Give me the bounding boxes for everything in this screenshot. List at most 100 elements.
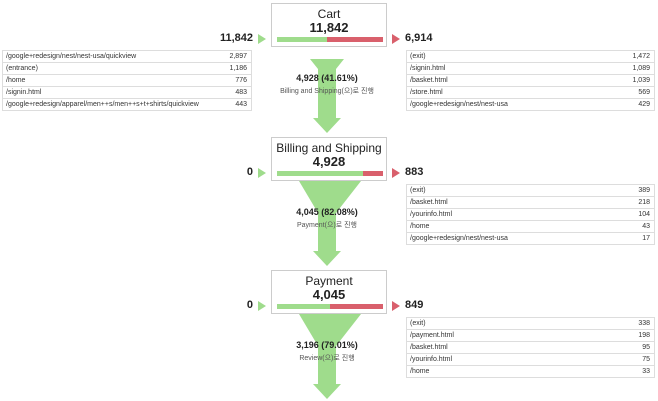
entrance-table-row: (entrance) 1,186 xyxy=(2,63,252,75)
page-path: /yourinfo.html xyxy=(410,356,453,363)
step-box: Payment 4,045 xyxy=(271,270,387,314)
page-count: 2,897 xyxy=(229,53,247,60)
entrance-table-row: /google+redesign/nest/nest-usa/quickview… xyxy=(2,51,252,63)
page-count: 776 xyxy=(235,77,247,84)
funnel-shape xyxy=(258,34,266,44)
bar-proceed xyxy=(277,304,330,309)
entrance-table-row: /signin.html 483 xyxy=(2,87,252,99)
exit-table-row: /google+redesign/nest/nest-usa 429 xyxy=(406,99,655,111)
funnel-shape xyxy=(318,213,336,252)
page-count: 218 xyxy=(638,199,650,206)
page-path: (exit) xyxy=(410,320,426,327)
page-path: (entrance) xyxy=(6,65,38,72)
page-count: 429 xyxy=(638,101,650,108)
page-count: 75 xyxy=(642,356,650,363)
page-count: 389 xyxy=(638,187,650,194)
funnel-shape xyxy=(318,69,336,119)
funnel-shape xyxy=(392,168,400,178)
page-path: /google+redesign/apparel/men++s/men++s+t… xyxy=(6,101,199,108)
proceed-count: 4,928 (41.61%) xyxy=(296,73,358,83)
page-path: /signin.html xyxy=(6,89,42,96)
page-count: 1,089 xyxy=(632,65,650,72)
funnel-shape xyxy=(392,34,400,44)
page-path: /google+redesign/nest/nest-usa/quickview xyxy=(6,53,137,60)
exit-table-row: /store.html 569 xyxy=(406,87,655,99)
funnel-shape xyxy=(318,346,336,385)
page-count: 43 xyxy=(642,223,650,230)
step-box: Billing and Shipping 4,928 xyxy=(271,137,387,181)
funnel-shape xyxy=(299,181,361,213)
proceed-label: Billing and Shipping(으)로 진행 xyxy=(280,88,374,95)
exit-table: (exit) 1,472/signin.html 1,089/basket.html… xyxy=(406,50,655,111)
funnel-shape xyxy=(258,168,266,178)
entrance-table-row: /google+redesign/apparel/men++s/men++s+t… xyxy=(2,99,252,111)
funnel-shape xyxy=(310,59,344,69)
funnel-shape xyxy=(313,118,341,133)
exit-table-row: /payment.html 198 xyxy=(406,330,655,342)
proceed-count: 3,196 (79.01%) xyxy=(296,340,358,350)
page-path: /basket.html xyxy=(410,77,448,84)
page-path: /store.html xyxy=(410,89,443,96)
funnel-shape xyxy=(392,301,400,311)
exit-table-row: /basket.html 95 xyxy=(406,342,655,354)
bar-proceed xyxy=(277,37,327,42)
proceed-label: Payment(으)로 진행 xyxy=(297,222,357,229)
step-total: 4,045 xyxy=(312,287,346,302)
page-path: /yourinfo.html xyxy=(410,211,453,218)
page-path: /google+redesign/nest/nest-usa xyxy=(410,235,508,242)
step-name: Cart xyxy=(317,7,341,21)
exit-table-row: (exit) 338 xyxy=(406,318,655,330)
proceed-label: Review(으)로 진행 xyxy=(299,355,355,362)
entrance-table: /google+redesign/nest/nest-usa/quickview… xyxy=(2,50,252,111)
page-count: 33 xyxy=(642,368,650,375)
bar-exit xyxy=(363,171,383,176)
funnel-shape xyxy=(313,384,341,399)
exit-table-row: /yourinfo.html 104 xyxy=(406,209,655,221)
exits: 6,914 xyxy=(405,32,433,44)
page-path: (exit) xyxy=(410,53,426,60)
page-count: 198 xyxy=(638,332,650,339)
exit-table-row: /home 33 xyxy=(406,366,655,378)
page-count: 1,186 xyxy=(229,65,247,72)
step-total: 11,842 xyxy=(309,20,349,35)
page-count: 443 xyxy=(235,101,247,108)
page-count: 1,472 xyxy=(632,53,650,60)
page-path: /google+redesign/nest/nest-usa xyxy=(410,101,508,108)
entrance-table-row: /home 776 xyxy=(2,75,252,87)
entrances: 0 xyxy=(246,299,253,311)
step-box: Cart 11,842 xyxy=(271,3,387,47)
exit-table-row: /yourinfo.html 75 xyxy=(406,354,655,366)
page-path: /payment.html xyxy=(410,332,454,339)
exit-table-row: /basket.html 1,039 xyxy=(406,75,655,87)
bar-exit xyxy=(330,304,383,309)
exit-table: (exit) 338/payment.html 198/basket.html 95/… xyxy=(406,317,655,378)
step-name: Payment xyxy=(305,274,353,288)
page-path: /basket.html xyxy=(410,344,448,351)
exit-table-row: /google+redesign/nest/nest-usa 17 xyxy=(406,233,655,245)
page-count: 1,039 xyxy=(632,77,650,84)
page-count: 17 xyxy=(642,235,650,242)
entrances: 0 xyxy=(246,166,253,178)
bar-proceed xyxy=(277,171,363,176)
exit-table-row: (exit) 1,472 xyxy=(406,51,655,63)
exit-table-row: /basket.html 218 xyxy=(406,197,655,209)
step-total: 4,928 xyxy=(312,154,346,169)
page-count: 95 xyxy=(642,344,650,351)
exit-table-row: /signin.html 1,089 xyxy=(406,63,655,75)
exits: 849 xyxy=(405,299,424,311)
page-path: /basket.html xyxy=(410,199,448,206)
exit-table: (exit) 389/basket.html 218/yourinfo.html 10… xyxy=(406,184,655,245)
funnel-shape xyxy=(299,314,361,346)
page-path: /home xyxy=(6,77,26,84)
funnel-shape xyxy=(258,301,266,311)
page-path: (exit) xyxy=(410,187,426,194)
bar-exit xyxy=(327,37,383,42)
exit-table-row: (exit) 389 xyxy=(406,185,655,197)
page-path: /home xyxy=(410,223,430,230)
page-path: /home xyxy=(410,368,430,375)
page-path: /signin.html xyxy=(410,65,446,72)
step-name: Billing and Shipping xyxy=(276,141,382,155)
exit-table-row: /home 43 xyxy=(406,221,655,233)
